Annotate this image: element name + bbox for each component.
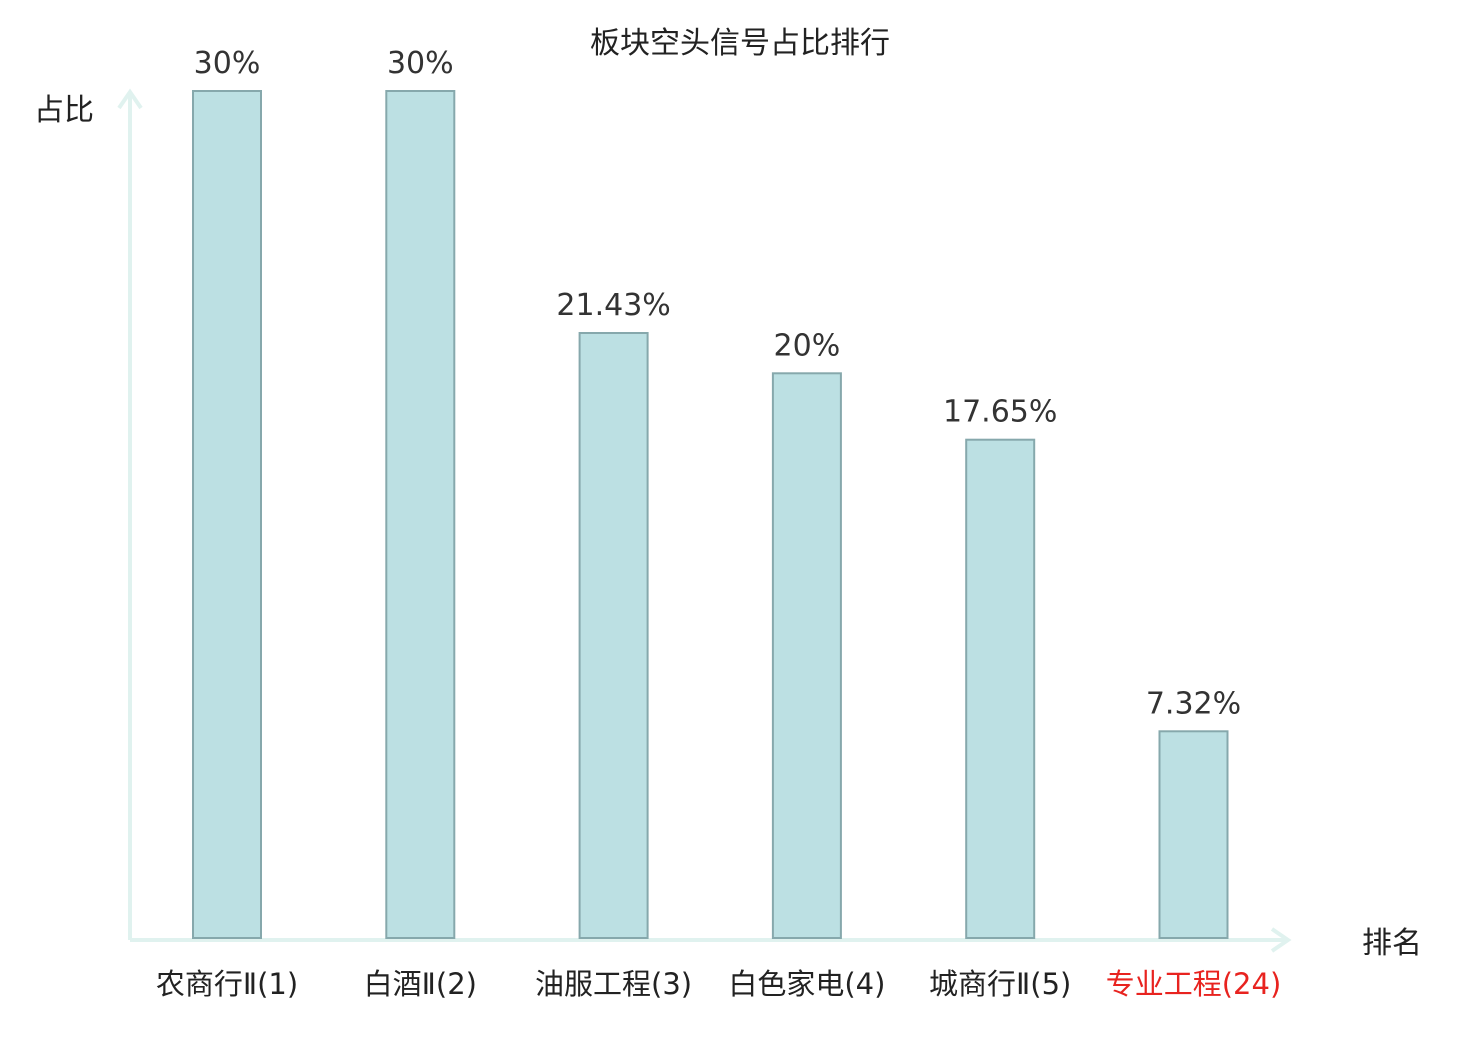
bar	[1158, 730, 1229, 939]
chart-title: 板块空头信号占比排行	[590, 26, 890, 61]
bar-value-label: 21.43%	[556, 288, 670, 323]
bar	[771, 372, 842, 939]
bar-value-label: 20%	[774, 328, 841, 363]
bar-value-label: 30%	[194, 46, 261, 81]
axes	[117, 88, 1292, 953]
bar	[578, 332, 649, 939]
y-axis-arrow-icon	[117, 88, 143, 110]
bar	[385, 90, 456, 939]
category-tick-label: 白酒Ⅱ(2)	[364, 967, 477, 1001]
y-axis-label: 占比	[34, 93, 94, 128]
x-axis-arrow-icon	[1270, 927, 1292, 953]
category-tick-label: 农商行Ⅱ(1)	[156, 967, 298, 1001]
bar	[192, 90, 262, 939]
bar-value-label: 17.65%	[943, 395, 1057, 430]
bar	[965, 438, 1036, 939]
bar-value-label: 30%	[387, 46, 454, 81]
category-tick-label: 油服工程(3)	[535, 967, 692, 1001]
category-labels: 农商行Ⅱ(1) 白酒Ⅱ(2) 油服工程(3) 白色家电(4) 城商行Ⅱ(5) 专业工程(2…	[156, 967, 1281, 1001]
x-axis-label: 排名	[1362, 926, 1422, 961]
category-tick-label: 城商行Ⅱ(5)	[929, 967, 1071, 1001]
value-labels: 30% 30% 21.43% 20% 17.65% 7.32%	[194, 46, 1242, 721]
category-tick-label: 白色家电(4)	[728, 967, 885, 1001]
bars	[192, 90, 1229, 939]
bar-value-label: 7.32%	[1146, 686, 1241, 721]
category-tick-label: 专业工程(24)	[1106, 967, 1282, 1001]
